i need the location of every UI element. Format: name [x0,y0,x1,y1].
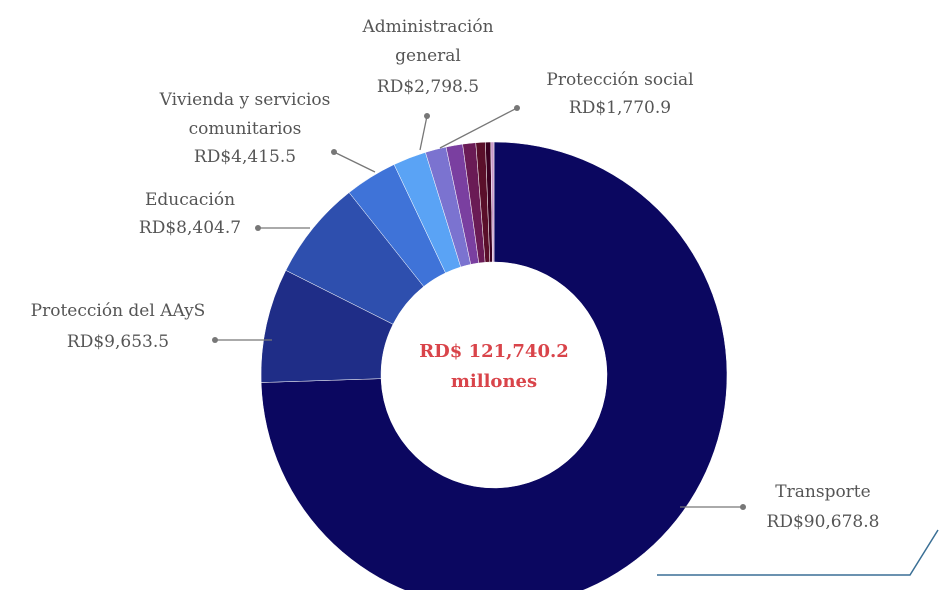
leader-line [439,107,518,149]
slice-value: RD$9,653.5 [66,332,170,352]
slice-name: Protección social [546,70,694,90]
slice-name: Administración general [362,17,494,66]
donut-slice [490,141,495,263]
center-total: RD$ 121,740.2 [419,341,569,362]
leader-line [419,115,428,151]
leader-dot [255,225,261,231]
slice-name: Transporte [775,482,871,502]
slice-name: Protección del AAyS [30,301,206,321]
leader-dot [212,337,218,343]
leader-dot [331,149,337,155]
slice-name: Educación [144,190,236,210]
center-unit: millones [450,371,538,392]
slice-value: RD$90,678.8 [766,512,880,532]
leader-dot [424,113,430,119]
leader-dot [514,105,520,111]
slice-value: RD$8,404.7 [138,218,242,238]
leader-dot [740,504,746,510]
slice-value: RD$4,415.5 [193,147,297,167]
slice-value: RD$2,798.5 [376,77,480,97]
donut-slice [260,141,728,590]
decoration-line [657,529,939,576]
slice-value: RD$1,770.9 [568,98,672,118]
slice-name: Vivienda y servicios comunitarios [159,90,331,139]
leader-line [333,151,376,173]
